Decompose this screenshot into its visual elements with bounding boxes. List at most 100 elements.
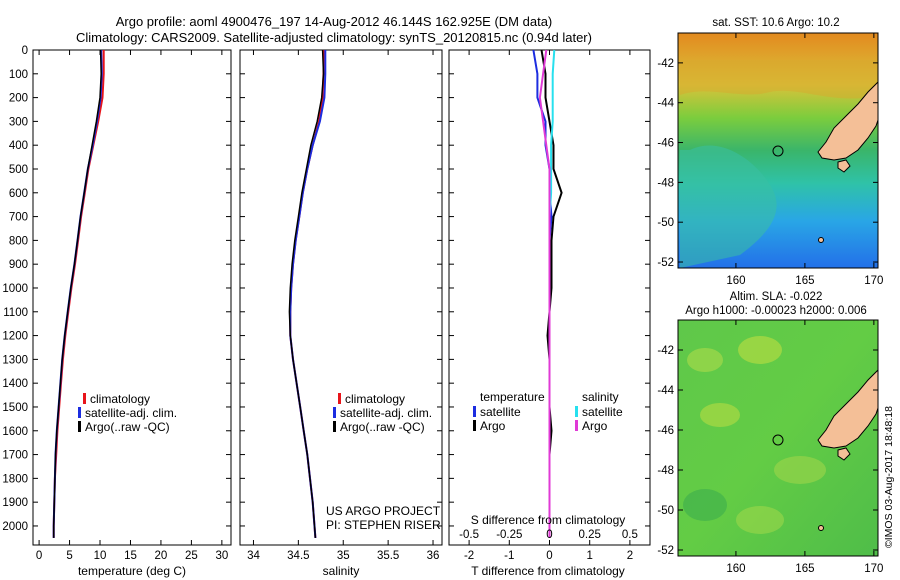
sst-warm-patch (680, 60, 878, 99)
x-tick-label: 15 (124, 550, 137, 562)
sla-map-axes: 160 165 170 -42 -44 -46 -48 -50 -52 (657, 320, 883, 575)
lon-tick-label: 165 (795, 563, 814, 575)
depth-tick-label: 200 (9, 93, 28, 105)
legend-swatch-climatology (83, 393, 86, 404)
salinity-diff-tick-label: -0.5 (459, 529, 479, 541)
x-tick-label: 10 (94, 550, 107, 562)
series-line-salinity-argo (538, 49, 551, 538)
new-zealand-coast (817, 81, 878, 161)
lat-tick-label: -44 (657, 98, 674, 110)
salinity-legend: climatology satellite-adj. clim. Argo(..… (333, 392, 432, 434)
salinity-x-axis: 34 34.5 35 35.5 36 (247, 50, 439, 562)
depth-tick-label: 1200 (2, 331, 28, 343)
depth-tick-label: 1700 (2, 450, 28, 462)
lat-tick-label: -46 (657, 138, 674, 150)
sla-map-frame (677, 319, 879, 557)
legend-swatch-satellite (78, 407, 81, 418)
sla-map-title-line2: Argo h1000: -0.00023 h2000: 0.006 (685, 305, 867, 317)
sst-profile-marker (772, 145, 784, 157)
lat-tick-label: -48 (657, 177, 674, 189)
temperature-panel-frame (32, 49, 232, 546)
depth-tick-label: 1300 (2, 354, 28, 366)
legend-label-argo: Argo(..raw -QC) (340, 420, 425, 434)
depth-tick-label: 1400 (2, 378, 28, 390)
legend-header-temperature: temperature (480, 390, 545, 404)
figure-title-line2: Climatology: CARS2009. Satellite-adjuste… (76, 30, 592, 45)
salinity-diff-tick-label: 0 (546, 529, 552, 541)
depth-tick-label: 500 (9, 164, 28, 176)
x-tick-label: 36 (427, 550, 440, 562)
lon-tick-label: 165 (795, 275, 814, 287)
sla-anomaly (774, 456, 826, 484)
difference-x-axis: -2 -1 0 1 2 -0.5 -0.25 0 0.25 0.5 (459, 50, 638, 562)
sla-map-title-line1: Altim. SLA: -0.022 (730, 291, 823, 303)
legend-label-satellite: satellite-adj. clim. (340, 406, 432, 420)
stewart-island (837, 447, 851, 461)
difference-axis-label: T difference from climatology (471, 564, 625, 578)
lat-tick-label: -46 (657, 425, 674, 437)
auckland-island (818, 525, 824, 531)
depth-tick-label: 800 (9, 235, 28, 247)
sla-anomaly (683, 489, 727, 521)
x-tick-label: 2 (627, 550, 633, 562)
depth-axis: 0 100 200 300 400 500 600 700 800 900 1000 1100 1200… (2, 45, 650, 533)
lat-tick-label: -42 (657, 345, 674, 357)
x-tick-label: 35 (337, 550, 350, 562)
lon-tick-label: 170 (864, 275, 883, 287)
lat-tick-label: -52 (657, 545, 674, 557)
depth-tick-label: 700 (9, 212, 28, 224)
temperature-x-axis: 0 5 10 15 20 25 30 (36, 50, 228, 562)
sla-anomaly (700, 403, 740, 427)
depth-tick-label: 400 (9, 140, 28, 152)
lat-tick-label: -50 (657, 217, 674, 229)
legend-label-sal-satellite: satellite (582, 405, 623, 419)
sla-map (678, 320, 878, 556)
x-tick-label: 25 (185, 550, 198, 562)
depth-tick-label: 1800 (2, 473, 28, 485)
figure-title-line1: Argo profile: aoml 4900476_197 14-Aug-20… (116, 14, 553, 29)
legend-swatch-satellite (333, 407, 336, 418)
series-line-argo-raw-qc- (52, 49, 102, 538)
x-tick-label: 34 (247, 550, 260, 562)
sla-anomaly (738, 336, 782, 364)
legend-label-temp-argo: Argo (480, 419, 506, 433)
lon-tick-label: 170 (864, 563, 883, 575)
salinity-diff-tick-label: -0.25 (496, 529, 522, 541)
sla-profile-marker (772, 434, 784, 446)
legend-swatch-sal-argo (575, 420, 578, 431)
legend-swatch-climatology (338, 393, 341, 404)
legend-swatch-sal-satellite (575, 406, 578, 417)
depth-tick-label: 600 (9, 188, 28, 200)
sst-map-axes: 160 165 170 -42 -44 -46 -48 -50 -52 (657, 33, 883, 287)
lat-tick-label: -44 (657, 385, 674, 397)
x-tick-label: -1 (504, 550, 514, 562)
legend-label-satellite: satellite-adj. clim. (85, 406, 177, 420)
x-tick-label: 35.5 (377, 550, 399, 562)
depth-tick-label: 1600 (2, 426, 28, 438)
depth-tick-label: 1500 (2, 402, 28, 414)
x-tick-label: -2 (464, 550, 474, 562)
salinity-series-group (288, 49, 327, 538)
temperature-axis-label: temperature (deg C) (78, 564, 186, 578)
temperature-legend: climatology satellite-adj. clim. Argo(..… (78, 392, 177, 434)
legend-label-climatology: climatology (90, 392, 150, 406)
auckland-island (818, 237, 824, 243)
legend-swatch-argo (78, 421, 81, 432)
series-line-argo-raw-qc- (288, 49, 325, 538)
depth-tick-label: 1000 (2, 283, 28, 295)
salinity-diff-tick-label: 0.25 (579, 529, 601, 541)
depth-tick-label: 300 (9, 116, 28, 128)
x-tick-label: 5 (66, 550, 72, 562)
imos-timestamp: ©IMOS 03-Aug-2017 18:48:18 (883, 406, 895, 548)
x-tick-label: 0 (36, 550, 42, 562)
depth-tick-label: 2000 (2, 521, 28, 533)
sst-map-frame (677, 32, 879, 269)
legend-label-temp-satellite: satellite (480, 405, 521, 419)
sst-map (678, 33, 878, 268)
legend-label-argo: Argo(..raw -QC) (85, 420, 170, 434)
lat-tick-label: -52 (657, 257, 674, 269)
lat-tick-label: -48 (657, 465, 674, 477)
x-tick-label: 20 (155, 550, 168, 562)
depth-tick-label: 100 (9, 69, 28, 81)
